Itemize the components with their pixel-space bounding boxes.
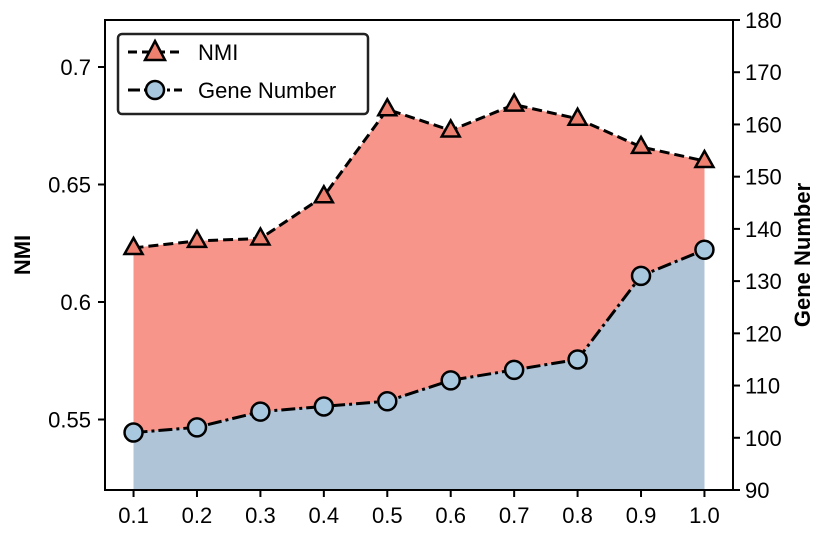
- right-y-tick-label-9: 180: [745, 8, 782, 33]
- nmi-point-0.6: [439, 117, 462, 138]
- right-y-tick-label-7: 160: [745, 112, 782, 137]
- right-y-tick-label-6: 150: [745, 165, 782, 190]
- nmi-point-0.1: [122, 235, 145, 256]
- gene-point-0.5: [377, 390, 398, 412]
- x-tick-label-0.5: 0.5: [372, 503, 403, 528]
- left-y-tick-label-2: 0.65: [48, 173, 91, 198]
- x-tick-label-0.8: 0.8: [562, 503, 593, 528]
- left-y-tick-label-1: 0.6: [60, 290, 91, 315]
- gene-point-0.6: [440, 370, 461, 391]
- x-tick-label-0.7: 0.7: [499, 503, 530, 528]
- right-y-tick-label-5: 140: [745, 217, 782, 242]
- nmi-point-0.4: [312, 183, 335, 204]
- gene-point-0.9: [630, 265, 652, 287]
- right-axis-title: Gene Number: [790, 182, 815, 327]
- gene-point-0.8: [567, 349, 588, 370]
- area-layer: [133, 104, 705, 490]
- gene-point-0.2: [186, 417, 208, 438]
- left-axis-title: NMI: [10, 235, 35, 275]
- right-y-tick-label-8: 170: [745, 60, 782, 85]
- gene-point-1.0: [694, 239, 715, 261]
- nmi-point-1.0: [693, 148, 716, 169]
- x-tick-label-0.1: 0.1: [118, 503, 149, 528]
- legend-gene-label: Gene Number: [198, 78, 336, 103]
- gene-point-0.1: [123, 422, 144, 443]
- gene-point-0.3: [250, 401, 271, 422]
- nmi-point-0.7: [503, 92, 526, 112]
- legend-nmi-label: NMI: [198, 40, 238, 65]
- nmi-point-0.9: [629, 134, 653, 155]
- right-y-tick-label-2: 110: [745, 374, 780, 399]
- x-tick-label-0.6: 0.6: [435, 503, 466, 528]
- x-tick-label-0.3: 0.3: [245, 503, 276, 528]
- tick-layer: 0.1 0.2 0.3 0.4 0.5 0.6 0.7 0.8 0.9 1.0 0.55 0.6 0.6…: [48, 8, 782, 528]
- right-y-tick-label-1: 100: [745, 426, 782, 451]
- plot-frame: [104, 19, 734, 491]
- left-y-tick-label-3: 0.7: [60, 55, 91, 80]
- nmi-point-0.8: [566, 106, 589, 126]
- nmi-point-0.3: [249, 226, 272, 246]
- x-tick-label-0.2: 0.2: [182, 503, 213, 528]
- right-y-tick-label-3: 120: [745, 321, 782, 346]
- line-layer: [133, 103, 706, 435]
- legend-box: [116, 32, 370, 116]
- marker-layer: [122, 92, 716, 443]
- right-y-tick-label-0: 90: [745, 478, 769, 503]
- legend: NMI Gene Number: [116, 32, 370, 116]
- x-tick-label-0.4: 0.4: [309, 503, 340, 528]
- x-tick-label-0.9: 0.9: [626, 503, 657, 528]
- x-tick-label-1.0: 1.0: [689, 503, 720, 528]
- legend-gene-marker: [144, 79, 166, 101]
- left-y-tick-label-0: 0.55: [48, 408, 91, 433]
- legend-nmi-marker: [142, 38, 168, 62]
- gene-area: [133, 249, 705, 490]
- nmi-point-0.2: [185, 228, 209, 249]
- gene-point-0.4: [313, 396, 335, 417]
- gene-line: [133, 248, 706, 435]
- nmi-line: [133, 103, 705, 250]
- gene-point-0.7: [503, 359, 525, 381]
- right-y-tick-label-4: 130: [745, 269, 782, 294]
- nmi-point-0.5: [376, 96, 399, 117]
